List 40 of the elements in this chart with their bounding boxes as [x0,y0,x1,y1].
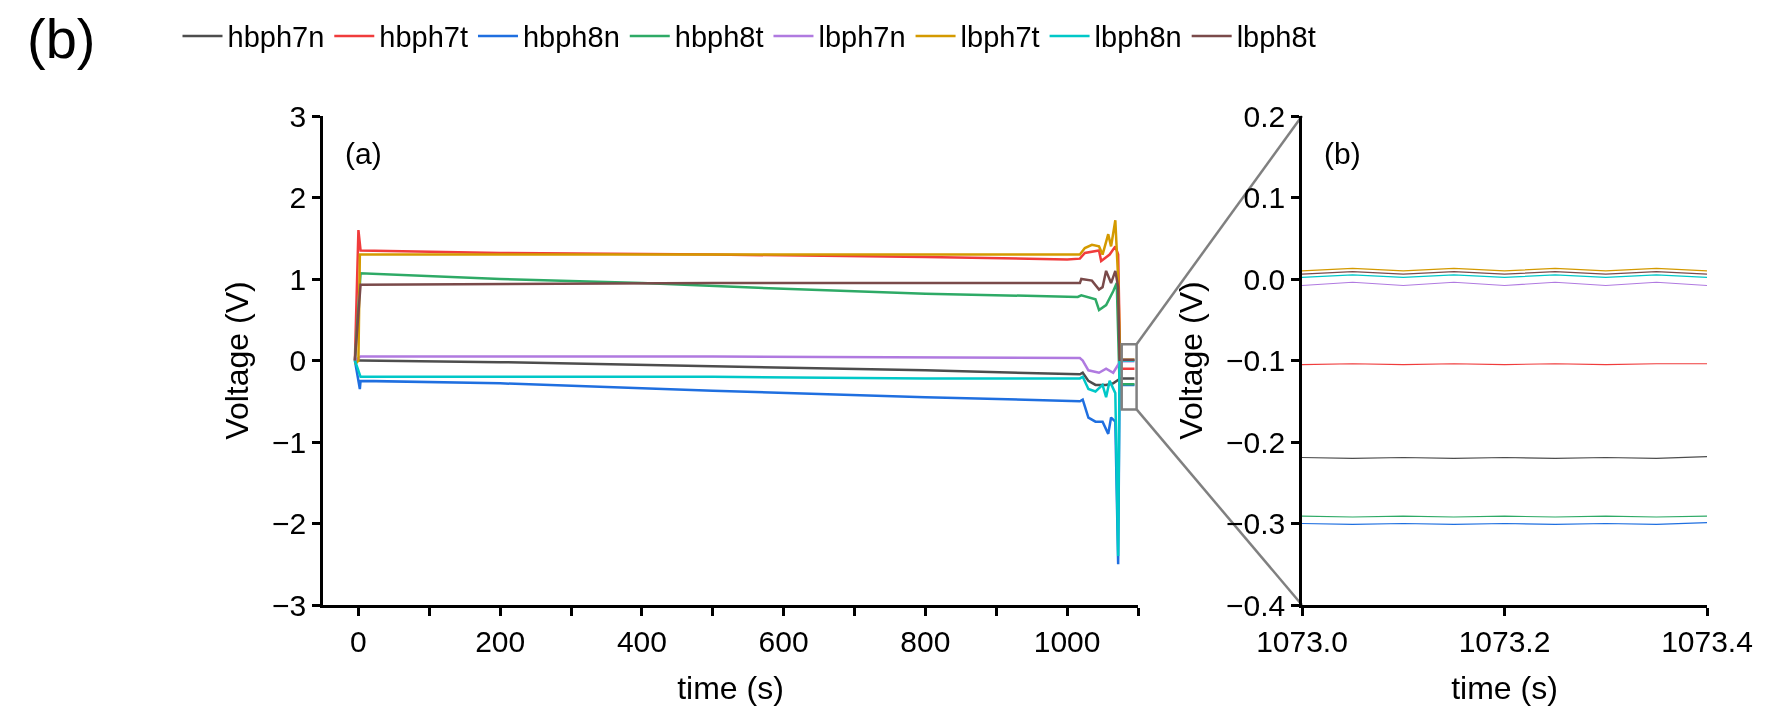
y-tick-label: −0.4 [1226,588,1286,622]
legend-label: lbph7n [818,21,906,54]
line-series [353,355,1136,374]
x-tick-label: 1073.0 [1256,624,1348,658]
y-tick-label: 0.0 [1243,262,1286,296]
y-axis-title: Voltage (V) [219,281,256,440]
x-tick-label: 200 [475,624,526,658]
text: (b) [27,7,96,70]
x-tick-label: 1073.4 [1661,624,1753,658]
x-tick-label: 400 [616,624,667,658]
annotation: (a) [345,137,382,170]
legend-label: lbph7t [960,21,1040,54]
legend-label: lbph8t [1236,21,1316,54]
y-tick-label: −2 [272,507,307,540]
y-tick-label: 1 [289,262,307,296]
x-tick-label: 1000 [1033,624,1101,658]
x-tick-label: 600 [758,624,809,658]
y-tick-label: 0.1 [1243,181,1286,214]
x-tick-label: 0 [350,624,367,658]
x-tick-label: 1073.2 [1458,624,1551,658]
y-tick-label: −3 [272,588,307,622]
y-tick-label: 3 [289,99,307,133]
line-series [353,269,1136,362]
x-axis-title: time (s) [677,669,784,706]
x-axis-title: time (s) [1451,669,1558,706]
legend-label: lbph8n [1094,21,1182,54]
y-tick-label: −0.3 [1226,507,1286,540]
y-axis-title: Voltage (V) [1173,281,1210,440]
legend-label: hbph7t [379,21,468,54]
annotation: (b) [1324,137,1361,170]
y-tick-label: 2 [289,181,307,214]
y-tick-label: 0 [289,344,307,377]
legend-label: hbph7n [227,21,325,54]
y-tick-label: −0.1 [1226,344,1286,377]
legend-label: hbph8t [674,21,764,54]
x-tick-label: 800 [900,624,951,658]
legend-label: hbph8n [522,21,620,54]
y-tick-label: −1 [272,425,307,459]
y-tick-label: 0.2 [1243,99,1286,133]
y-tick-label: −0.2 [1226,425,1286,459]
